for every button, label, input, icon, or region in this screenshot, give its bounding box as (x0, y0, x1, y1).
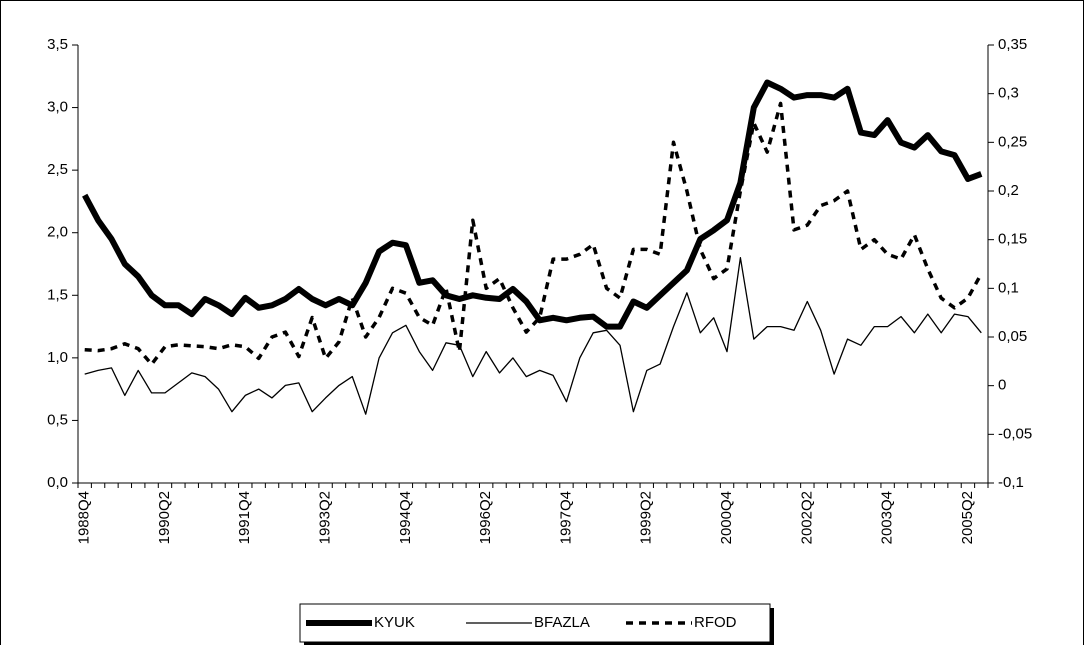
x-tick-label: 1988Q4 (76, 491, 93, 544)
y-tick-label: 1,5 (47, 286, 68, 303)
y2-tick-label: -0,05 (998, 425, 1032, 442)
series-line (84, 257, 982, 415)
x-tick-label: 1997Q4 (557, 491, 574, 544)
x-tick-label: 1999Q2 (638, 491, 655, 544)
y2-tick-label: 0,15 (998, 231, 1027, 248)
x-tick-label: 1993Q2 (317, 491, 334, 544)
x-tick-label: 2003Q4 (879, 491, 896, 544)
y-tick-label: 1,0 (47, 349, 68, 366)
y2-tick-label: 0,3 (998, 85, 1019, 102)
y-tick-label: 3,5 (47, 36, 68, 53)
y-tick-label: 0,0 (47, 474, 68, 491)
x-tick-label: 2002Q2 (798, 491, 815, 544)
y2-tick-label: 0,25 (998, 133, 1027, 150)
series-line (82, 79, 983, 330)
y2-tick-label: 0,05 (998, 328, 1027, 345)
legend-label: BFAZLA (534, 614, 590, 631)
y2-tick-label: 0,2 (998, 182, 1019, 199)
y2-tick-label: 0,1 (998, 279, 1019, 296)
series-line (84, 101, 983, 367)
y-tick-label: 0,5 (47, 411, 68, 428)
x-tick-label: 2000Q4 (718, 491, 735, 544)
legend-label: RFOD (694, 614, 737, 631)
x-tick-label: 1991Q4 (236, 491, 253, 544)
x-tick-label: 2005Q2 (959, 491, 976, 544)
x-tick-label: 1996Q2 (477, 491, 494, 544)
y2-tick-label: 0 (998, 377, 1006, 394)
y-tick-label: 3,0 (47, 99, 68, 116)
legend-label: KYUK (374, 614, 415, 631)
y-tick-label: 2,0 (47, 224, 68, 241)
x-tick-label: 1990Q2 (156, 491, 173, 544)
y2-tick-label: 0,35 (998, 36, 1027, 53)
y2-tick-label: -0,1 (998, 474, 1024, 491)
y-tick-label: 2,5 (47, 161, 68, 178)
x-tick-label: 1994Q4 (397, 491, 414, 544)
